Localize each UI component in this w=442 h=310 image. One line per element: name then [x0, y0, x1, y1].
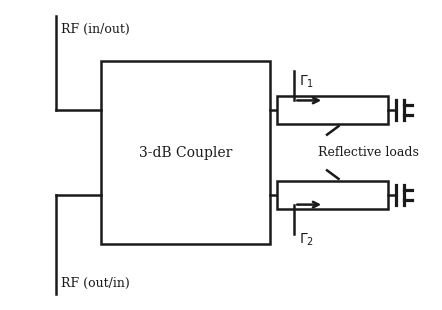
Bar: [278, 96, 389, 124]
Text: $\Gamma_1$: $\Gamma_1$: [299, 74, 314, 90]
Text: Reflective loads: Reflective loads: [318, 146, 419, 159]
Bar: [101, 61, 270, 244]
Text: 3-dB Coupler: 3-dB Coupler: [139, 145, 232, 160]
Bar: [278, 181, 389, 209]
Text: $\Gamma_2$: $\Gamma_2$: [299, 231, 314, 248]
Text: RF (out/in): RF (out/in): [61, 277, 130, 290]
Text: RF (in/out): RF (in/out): [61, 23, 130, 36]
